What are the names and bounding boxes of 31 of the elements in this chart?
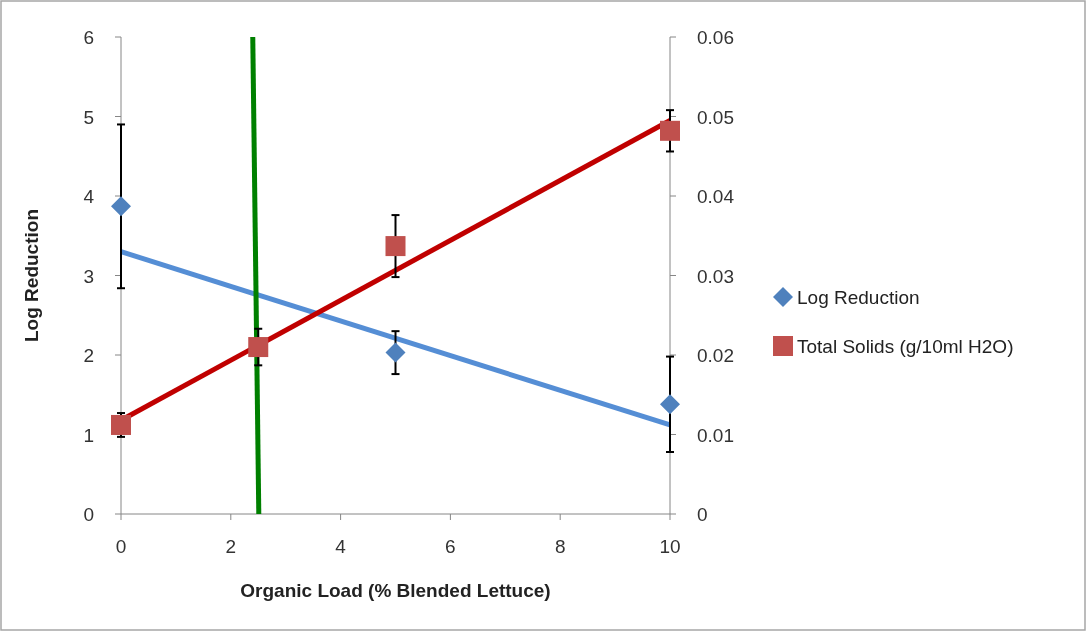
x-tick-label: 0 bbox=[115, 536, 127, 557]
x-tick-label: 4 bbox=[335, 536, 347, 557]
point bbox=[111, 414, 131, 435]
y2-tick-label: 0 bbox=[697, 504, 708, 525]
y2-tick-label: 0.02 bbox=[697, 345, 734, 366]
x-tick-label: 2 bbox=[225, 536, 237, 557]
legend-label: Log Reduction bbox=[797, 287, 920, 308]
x-tick-label: 10 bbox=[659, 536, 681, 557]
y2-tick-label: 0.03 bbox=[697, 265, 734, 287]
point bbox=[111, 196, 131, 217]
y2-tick-label: 0.05 bbox=[697, 106, 734, 128]
y2-tick-label: 0.06 bbox=[697, 27, 734, 48]
y-tick-label: 2 bbox=[83, 345, 94, 366]
y-tick-label: 3 bbox=[83, 265, 94, 287]
y-tick-label: 4 bbox=[83, 186, 95, 207]
y-axis-title: Log Reduction bbox=[21, 209, 42, 342]
x-tick-label: 6 bbox=[445, 536, 456, 557]
legend-label: Total Solids (g/10ml H2O) bbox=[797, 336, 1014, 357]
y-tick-label: 6 bbox=[83, 27, 94, 48]
y-tick-label: 5 bbox=[83, 106, 94, 128]
y2-tick-label: 0.01 bbox=[697, 424, 734, 446]
point bbox=[660, 394, 680, 415]
y-tick-label: 1 bbox=[83, 424, 94, 446]
point bbox=[660, 120, 680, 141]
point bbox=[385, 236, 406, 257]
point bbox=[385, 342, 406, 363]
x-axis-title: Organic Load (% Blended Lettuce) bbox=[240, 580, 551, 601]
point bbox=[248, 337, 269, 358]
y2-tick-label: 0.04 bbox=[697, 186, 735, 207]
x-tick-label: 8 bbox=[554, 536, 566, 557]
y-tick-label: 0 bbox=[83, 504, 94, 525]
